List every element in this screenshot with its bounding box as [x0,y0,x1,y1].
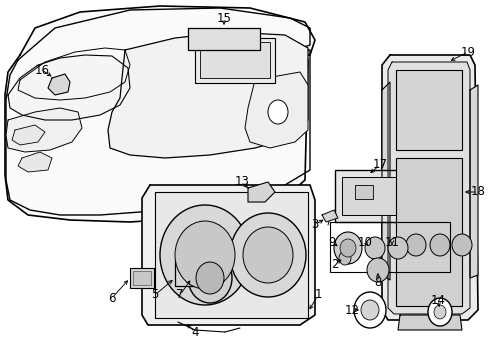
Polygon shape [469,85,477,278]
Bar [187,28,260,50]
Ellipse shape [187,253,231,303]
Text: 13: 13 [234,175,249,189]
Bar [130,268,154,288]
Ellipse shape [366,258,388,282]
Text: 9: 9 [327,235,335,248]
Polygon shape [247,182,274,202]
Text: 15: 15 [216,12,231,24]
Polygon shape [397,315,461,330]
Bar [175,260,203,286]
Ellipse shape [387,237,407,259]
Ellipse shape [243,227,292,283]
Bar [354,185,372,199]
Polygon shape [48,74,70,95]
Bar [395,70,461,150]
Ellipse shape [160,205,249,305]
Ellipse shape [267,100,287,124]
Polygon shape [18,152,52,172]
Bar [329,222,449,272]
Bar [334,170,419,222]
Ellipse shape [364,237,384,259]
Ellipse shape [451,234,471,256]
Ellipse shape [429,234,449,256]
Bar [395,158,461,306]
Polygon shape [244,72,307,148]
Ellipse shape [405,234,425,256]
Text: 18: 18 [469,185,485,198]
Text: 2: 2 [330,257,338,270]
Polygon shape [108,32,307,158]
Polygon shape [387,62,469,314]
Polygon shape [8,55,130,120]
Text: 4: 4 [191,325,198,338]
Text: 11: 11 [384,235,399,248]
Text: 8: 8 [373,275,381,288]
Ellipse shape [433,305,445,319]
Text: 3: 3 [311,219,318,231]
Text: 10: 10 [357,235,372,248]
Bar [200,42,269,78]
Text: 19: 19 [460,45,474,58]
Polygon shape [381,82,389,280]
Ellipse shape [196,262,224,294]
Polygon shape [155,192,307,318]
Ellipse shape [353,292,385,328]
Ellipse shape [229,213,305,297]
Bar [341,177,411,215]
Polygon shape [142,185,314,325]
Polygon shape [6,108,82,152]
Polygon shape [381,55,477,320]
Text: 6: 6 [108,292,116,305]
Text: 16: 16 [35,63,49,77]
Text: 5: 5 [151,288,159,301]
Text: 17: 17 [372,158,386,171]
Ellipse shape [339,239,355,257]
Bar [195,38,274,83]
Ellipse shape [175,221,235,289]
Ellipse shape [427,298,451,326]
Polygon shape [6,8,309,215]
Bar [133,271,151,285]
Text: 7: 7 [176,288,183,301]
Polygon shape [5,6,314,222]
Text: 14: 14 [429,293,445,306]
Text: 1: 1 [314,288,321,301]
Polygon shape [321,210,337,222]
Ellipse shape [360,300,378,320]
Text: 12: 12 [344,303,359,316]
Ellipse shape [338,251,350,265]
Ellipse shape [333,232,361,264]
Polygon shape [12,125,45,145]
